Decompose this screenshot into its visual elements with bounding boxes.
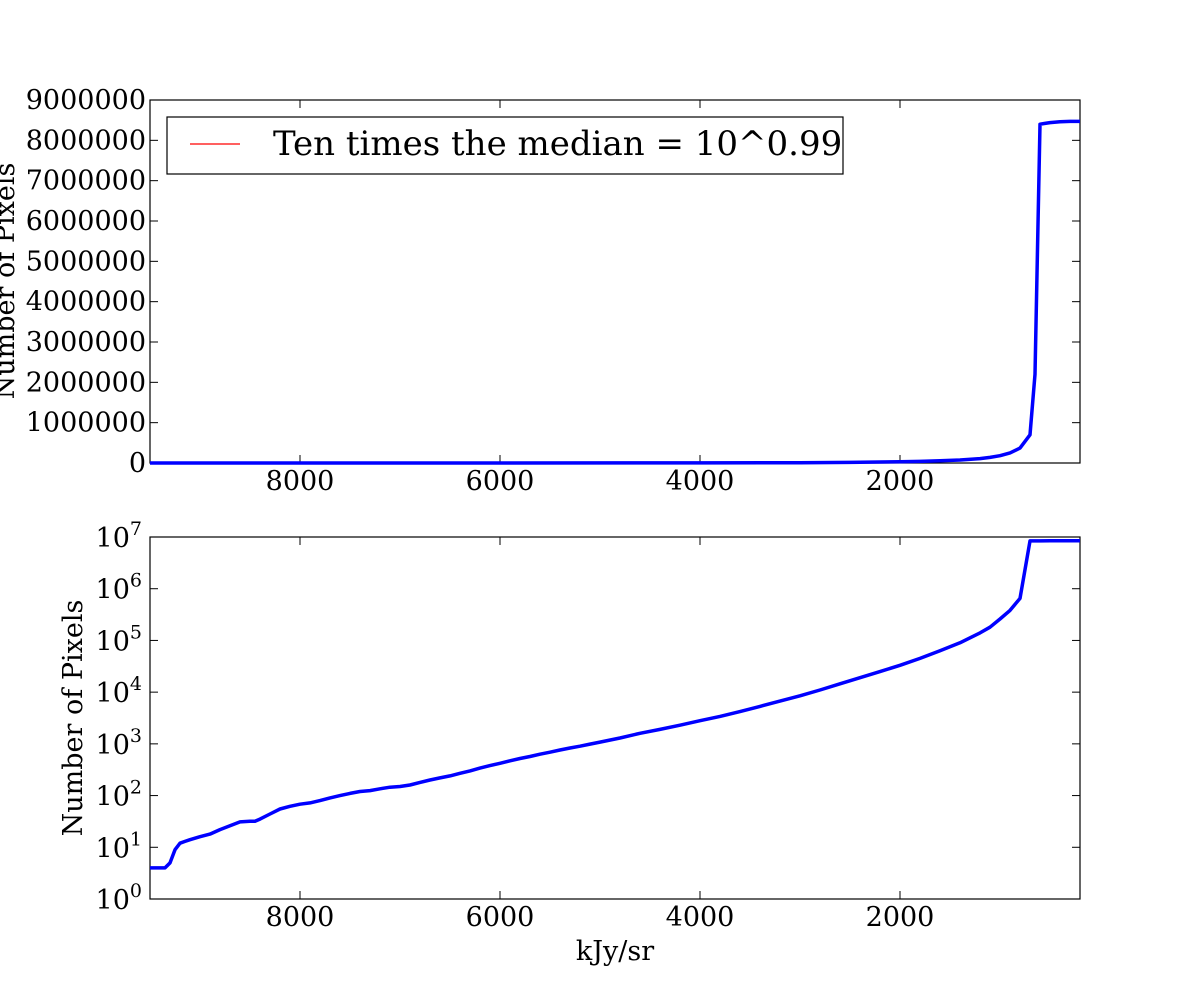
- bottom-x-tick-label: 2000: [866, 902, 935, 933]
- bottom-plot-frame: [149, 536, 1081, 900]
- bottom-ticks: 8000 6000 4000 2000 100 101 102 103 104 105 106 107: [96, 518, 1080, 933]
- top-y-tick-label: 4000000: [26, 287, 146, 318]
- bottom-y-tick-label: 102: [96, 777, 142, 813]
- bottom-y-tick-label: 106: [96, 570, 142, 606]
- bottom-series: [150, 538, 1080, 870]
- bottom-y-tick-label: 107: [96, 518, 142, 554]
- top-series: [150, 119, 1080, 465]
- top-y-tick-label: 3000000: [26, 327, 146, 358]
- bottom-y-tick-label: 105: [96, 621, 142, 657]
- bottom-y-tick-label: 104: [96, 673, 142, 709]
- top-y-tick-label: 2000000: [26, 367, 146, 398]
- top-x-tick-label: 8000: [266, 466, 335, 497]
- bottom-series-line: [150, 538, 1080, 870]
- bottom-y-axis-label: Number of Pixels: [58, 600, 89, 837]
- legend-frame: [166, 116, 844, 175]
- legend: Ten times the median = 10^0.99: [166, 116, 844, 175]
- bottom-x-tick-label: 6000: [466, 902, 535, 933]
- bottom-plot: 8000 6000 4000 2000 100 101 102 103 104 105 106 107…: [58, 518, 1081, 967]
- bottom-y-tick-label: 101: [96, 828, 142, 864]
- top-y-tick-label: 7000000: [26, 166, 146, 197]
- top-ticks: 8000 6000 4000 2000 0 1000000 2000000 3000000 40…: [26, 85, 1080, 497]
- top-y-tick-label: 6000000: [26, 206, 146, 237]
- top-x-tick-label: 4000: [666, 466, 735, 497]
- top-x-tick-label: 6000: [466, 466, 535, 497]
- top-y-tick-label: 9000000: [26, 85, 146, 116]
- bottom-x-tick-label: 8000: [266, 902, 335, 933]
- legend-label: Ten times the median = 10^0.99: [273, 124, 842, 164]
- top-y-tick-label: 0: [129, 448, 146, 479]
- top-y-tick-label: 1000000: [26, 408, 146, 439]
- bottom-y-tick-label: 100: [96, 880, 142, 916]
- top-series-line: [150, 119, 1080, 465]
- top-y-tick-label: 8000000: [26, 125, 146, 156]
- bottom-y-tick-label: 103: [96, 725, 142, 761]
- top-y-tick-label: 5000000: [26, 246, 146, 277]
- top-y-axis-label: Number of Pixels: [0, 163, 21, 400]
- top-plot: 8000 6000 4000 2000 0 1000000 2000000 3000000 40…: [0, 85, 1081, 497]
- bottom-x-tick-label: 4000: [666, 902, 735, 933]
- top-x-tick-label: 2000: [866, 466, 935, 497]
- bottom-x-axis-label: kJy/sr: [576, 936, 654, 967]
